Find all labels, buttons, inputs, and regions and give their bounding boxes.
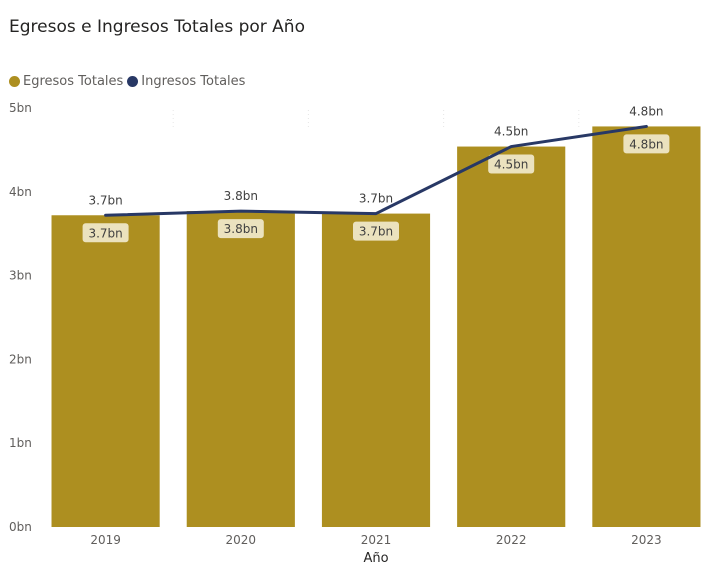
y-tick-label: 4bn (9, 185, 32, 199)
y-tick-label: 0bn (9, 520, 32, 534)
bar-data-label-box (217, 219, 264, 239)
y-tick-label: 3bn (9, 269, 32, 283)
bar-2020[interactable] (186, 211, 295, 527)
legend-label-ingresos: Ingresos Totales (141, 73, 246, 89)
line-data-label: 4.5bn (494, 125, 528, 139)
line-data-label: 4.8bn (629, 104, 663, 118)
y-tick-label: 1bn (9, 436, 32, 450)
line-data-label: 3.8bn (224, 189, 258, 203)
bar-data-label-box (623, 134, 670, 154)
bar-data-label: 4.8bn (629, 137, 663, 151)
bar-data-label: 3.8bn (224, 222, 258, 236)
bar-2019[interactable] (51, 215, 160, 527)
legend-swatch-ingresos (127, 75, 139, 87)
legend-item-egresos[interactable]: Egresos Totales (9, 74, 123, 89)
legend-swatch-egresos (9, 75, 20, 87)
y-tick-label: 5bn (9, 101, 32, 115)
y-tick-label: 2bn (9, 352, 32, 366)
legend-label-egresos: Egresos Totales (23, 73, 124, 89)
x-tick-label: 2023 (631, 533, 662, 547)
bar-data-label: 3.7bn (88, 226, 122, 240)
line-data-label: 3.7bn (359, 192, 393, 206)
x-tick-label: 2019 (90, 533, 121, 547)
bar-2021[interactable] (321, 213, 431, 527)
x-axis-title: Año (363, 551, 388, 566)
legend-item-ingresos[interactable]: Ingresos Totales (127, 74, 245, 89)
bar-data-label: 3.7bn (359, 225, 393, 239)
bar-data-label-box (353, 221, 399, 241)
bar-data-label-box (488, 154, 535, 174)
x-tick-label: 2022 (496, 533, 527, 547)
bar-2023[interactable] (592, 126, 701, 527)
bar-data-label: 4.5bn (494, 158, 528, 172)
bar-data-label-box (82, 223, 129, 243)
x-tick-label: 2020 (226, 533, 257, 547)
line-ingresos-totales[interactable] (104, 124, 648, 217)
line-data-label: 3.7bn (88, 193, 122, 207)
legend: Egresos Totales Ingresos Totales (9, 72, 249, 90)
x-tick-label: 2021 (361, 533, 392, 547)
chart-title: Egresos e Ingresos Totales por Año (9, 17, 305, 37)
bar-2022[interactable] (457, 146, 566, 527)
